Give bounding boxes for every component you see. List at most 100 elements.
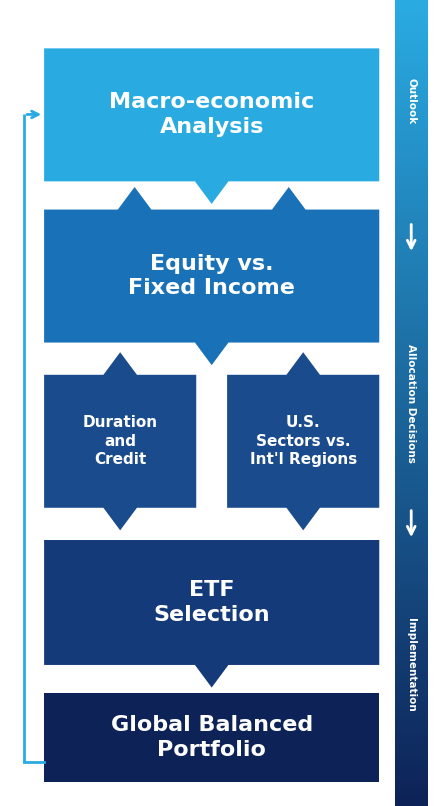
- Bar: [395, 409, 428, 411]
- Bar: [395, 153, 428, 156]
- Bar: [395, 365, 428, 368]
- Bar: [395, 147, 428, 151]
- Bar: [395, 618, 428, 621]
- Bar: [395, 296, 428, 298]
- Bar: [395, 796, 428, 798]
- Bar: [395, 27, 428, 30]
- Bar: [395, 43, 428, 46]
- Bar: [395, 341, 428, 344]
- Bar: [395, 782, 428, 784]
- Bar: [395, 131, 428, 135]
- Bar: [395, 38, 428, 40]
- Bar: [395, 677, 428, 679]
- Bar: [395, 139, 428, 143]
- Bar: [395, 290, 428, 293]
- Bar: [395, 454, 428, 457]
- Bar: [395, 188, 428, 191]
- Bar: [395, 191, 428, 193]
- Bar: [395, 24, 428, 27]
- Bar: [395, 720, 428, 723]
- Bar: [395, 231, 428, 234]
- Bar: [395, 650, 428, 653]
- Bar: [395, 215, 428, 218]
- Bar: [395, 599, 428, 602]
- Bar: [395, 19, 428, 22]
- Bar: [395, 540, 428, 542]
- Bar: [395, 532, 428, 534]
- Bar: [395, 752, 428, 755]
- Bar: [395, 202, 428, 204]
- Bar: [395, 591, 428, 594]
- Bar: [395, 667, 428, 669]
- Text: Implementation: Implementation: [406, 618, 416, 712]
- Bar: [395, 387, 428, 389]
- Bar: [395, 446, 428, 449]
- Bar: [395, 204, 428, 207]
- Bar: [395, 742, 428, 744]
- Bar: [395, 169, 428, 172]
- Bar: [395, 99, 428, 102]
- Bar: [395, 559, 428, 562]
- Bar: [395, 621, 428, 623]
- Bar: [395, 35, 428, 38]
- Bar: [395, 717, 428, 720]
- Bar: [395, 22, 428, 24]
- Bar: [395, 510, 428, 513]
- Bar: [395, 180, 428, 183]
- Bar: [395, 550, 428, 554]
- Bar: [395, 384, 428, 387]
- Bar: [395, 758, 428, 760]
- Bar: [395, 508, 428, 510]
- Bar: [395, 78, 428, 81]
- Bar: [395, 679, 428, 683]
- Bar: [395, 333, 428, 336]
- Bar: [395, 739, 428, 742]
- Bar: [395, 731, 428, 733]
- Bar: [395, 623, 428, 626]
- Bar: [395, 75, 428, 78]
- Bar: [395, 604, 428, 607]
- Bar: [395, 371, 428, 373]
- Bar: [395, 497, 428, 500]
- Bar: [395, 56, 428, 59]
- Bar: [395, 776, 428, 779]
- Bar: [395, 413, 428, 417]
- Bar: [395, 473, 428, 476]
- Bar: [395, 48, 428, 51]
- Bar: [395, 486, 428, 489]
- Bar: [395, 115, 428, 118]
- Bar: [395, 218, 428, 220]
- Bar: [395, 236, 428, 239]
- Bar: [395, 755, 428, 758]
- Bar: [395, 328, 428, 330]
- Bar: [395, 723, 428, 725]
- Bar: [395, 86, 428, 89]
- Bar: [395, 610, 428, 613]
- Bar: [395, 596, 428, 599]
- Bar: [395, 282, 428, 285]
- Bar: [395, 379, 428, 381]
- Bar: [395, 156, 428, 159]
- Bar: [395, 613, 428, 615]
- Bar: [395, 653, 428, 655]
- Bar: [395, 167, 428, 169]
- Bar: [395, 81, 428, 83]
- Text: Allocation Decisions: Allocation Decisions: [406, 343, 416, 463]
- Bar: [395, 250, 428, 252]
- Bar: [395, 578, 428, 580]
- Bar: [395, 107, 428, 110]
- Bar: [395, 435, 428, 438]
- Bar: [395, 352, 428, 355]
- Bar: [395, 425, 428, 427]
- Bar: [395, 30, 428, 32]
- Bar: [395, 688, 428, 691]
- Bar: [395, 193, 428, 196]
- Text: Duration
and
Credit: Duration and Credit: [82, 415, 158, 467]
- Bar: [395, 376, 428, 379]
- Bar: [395, 395, 428, 397]
- Bar: [395, 145, 428, 147]
- Bar: [395, 712, 428, 715]
- Bar: [395, 373, 428, 376]
- Bar: [395, 196, 428, 199]
- Bar: [395, 631, 428, 634]
